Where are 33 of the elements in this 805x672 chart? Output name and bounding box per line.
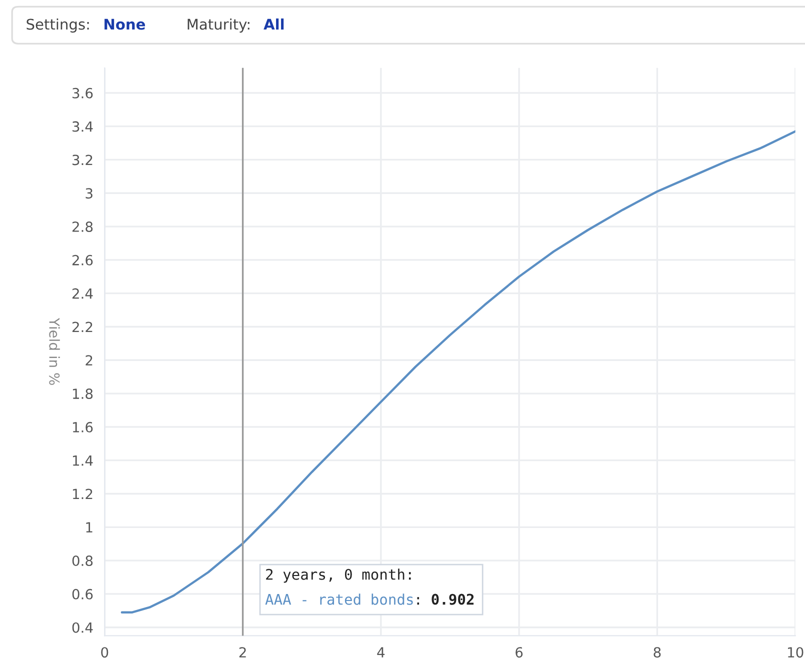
text: None (104, 18, 145, 30)
y-tick-label: 2 (86, 355, 92, 366)
x-tick-label: 10 (788, 647, 804, 658)
y-tick-label: 3.4 (72, 121, 93, 132)
y-tick-label: 0.8 (72, 556, 93, 566)
y-tick-label: 1.8 (72, 388, 93, 400)
annotation: 0.902 (432, 594, 474, 605)
y-tick-label: 0.6 (72, 588, 93, 600)
text: All (264, 18, 284, 30)
x-tick-label: 4 (377, 647, 385, 658)
x-tick-label: 2 (239, 647, 246, 658)
y-tick-label: 3.2 (72, 154, 92, 166)
y-tick-label: 1.4 (72, 456, 93, 466)
y-tick-label: 2.8 (72, 222, 93, 232)
y-tick-label: 1 (86, 522, 92, 532)
annotation: 2 years, 0 month: (266, 568, 411, 583)
x-tick-label: 0 (101, 647, 108, 658)
x-tick-label: 8 (654, 647, 661, 658)
y-tick-label: 1.2 (72, 488, 92, 500)
y-tick-label: 2.4 (72, 288, 93, 299)
x-tick-label: 6 (516, 647, 523, 658)
annotation: : (417, 597, 420, 605)
y-tick-label: 2.2 (72, 322, 92, 332)
y-tick-label: 3.6 (72, 88, 93, 98)
y-tick-label: 0.4 (72, 622, 93, 633)
y-axis-title: Yield in % (49, 318, 60, 385)
text: Settings: (26, 18, 89, 33)
y-tick-label: 2.6 (72, 254, 93, 266)
line-series (120, 130, 796, 614)
text: AAA - rated bonds (265, 594, 413, 605)
text: Maturity: (188, 18, 250, 33)
y-tick-label: 3 (86, 188, 92, 199)
y-tick-label: 1.6 (72, 422, 93, 432)
